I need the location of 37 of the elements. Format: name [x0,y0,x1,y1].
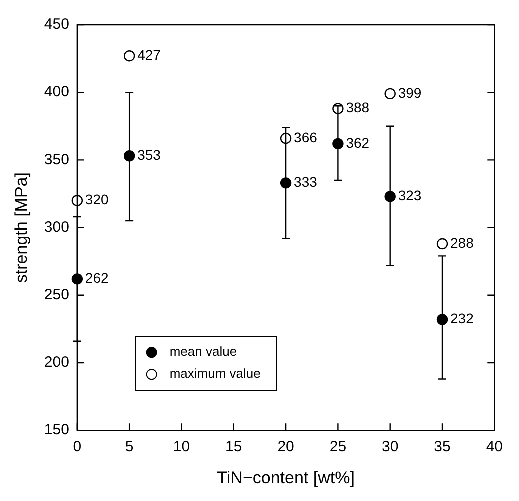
point [124,50,136,62]
point [72,195,84,206]
y-tick-label: 450 [44,16,70,34]
point [72,274,84,285]
y-tick-label: 350 [44,151,70,168]
x-tick-label: 35 [434,438,451,456]
data-label: 353 [138,147,162,164]
x-axis-title: TiN−content [wt%] [217,468,355,488]
data-label: 388 [346,100,370,116]
point [436,238,448,250]
y-tick-label: 250 [44,286,70,304]
data-label: 262 [85,270,109,286]
data-label: 232 [450,310,474,327]
legend-label: mean value [170,344,238,360]
data-label: 366 [294,129,318,146]
x-tick-label: 25 [330,438,347,456]
legend-label: maximum value [170,366,261,382]
data-label: 288 [450,234,474,251]
data-label: 362 [346,134,370,151]
x-tick-label: 5 [125,438,134,456]
point [384,88,396,100]
y-tick-label: 200 [44,354,70,372]
y-tick-label: 300 [44,218,70,236]
data-label: 333 [294,174,318,190]
y-tick-label: 150 [44,422,70,439]
data-label: 323 [398,188,422,204]
y-axis-title: strength [MPa] [12,172,31,284]
x-tick-label: 15 [226,438,242,456]
data-label: 320 [85,192,109,208]
x-tick-label: 10 [173,438,190,456]
x-tick-label: 30 [382,438,399,456]
data-label: 427 [138,46,162,63]
x-tick-label: 20 [278,438,294,456]
x-tick-label: 0 [73,438,82,456]
data-label: 399 [398,84,422,101]
x-tick-label: 40 [486,438,503,456]
y-tick-label: 400 [44,84,70,101]
